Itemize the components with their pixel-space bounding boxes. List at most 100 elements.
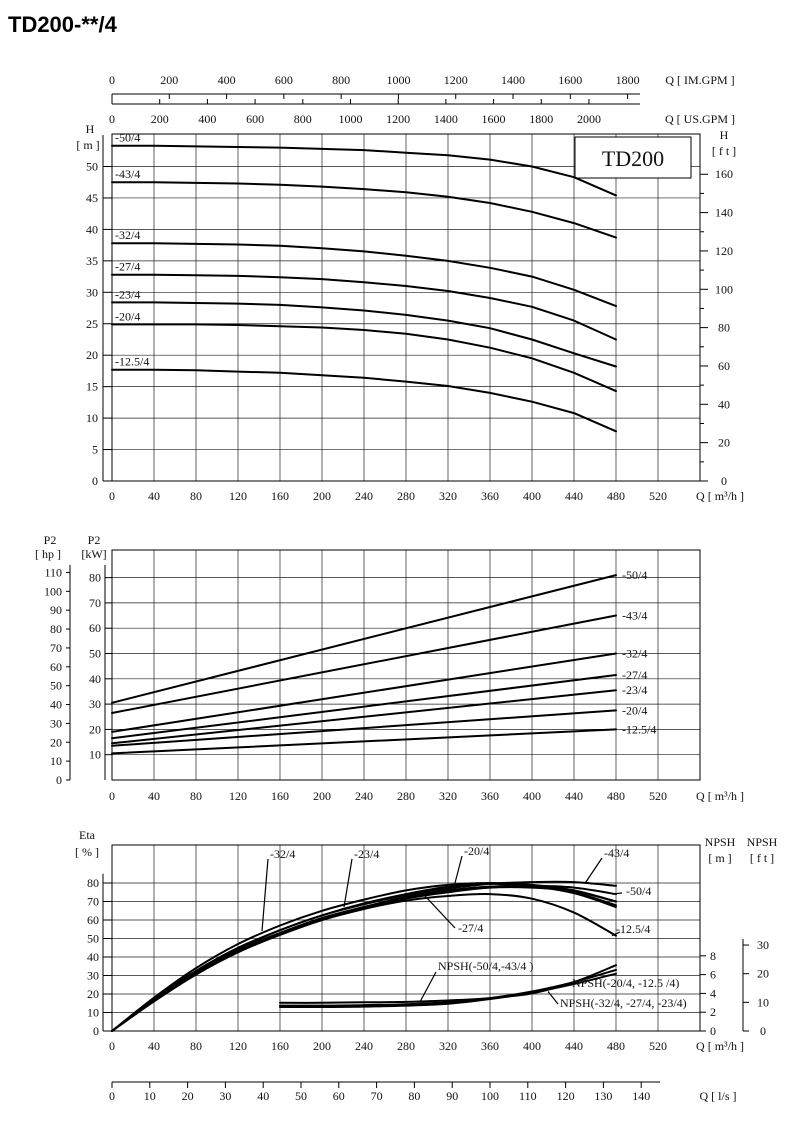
npsh-label-50-43: NPSH(-50/4,-43/4 ) bbox=[438, 959, 533, 973]
power-x-tick-label: 80 bbox=[190, 789, 202, 803]
ls-tick-label: 10 bbox=[144, 1089, 156, 1103]
power-hp-tick-label: 50 bbox=[50, 679, 62, 693]
head-curve-label: -43/4 bbox=[115, 167, 140, 181]
npsh-ft-unit: [ f t ] bbox=[750, 851, 774, 865]
head-ft-tick-label: 140 bbox=[715, 206, 733, 220]
eta-x-tick-label: 400 bbox=[523, 1039, 541, 1053]
us-gpm-tick-label: 1800 bbox=[529, 112, 553, 126]
power-hp-tick-label: 0 bbox=[56, 773, 62, 787]
eta-x-tick-label: 480 bbox=[607, 1039, 625, 1053]
head-curve-label: -20/4 bbox=[115, 309, 140, 323]
head-xlabel: Q [ m³/h ] bbox=[696, 489, 744, 503]
head-x-tick-label: 240 bbox=[355, 489, 373, 503]
eta-x-tick-label: 360 bbox=[481, 1039, 499, 1053]
head-x-tick-label: 200 bbox=[313, 489, 331, 503]
eta-label-leader bbox=[343, 858, 353, 908]
head-curve--12-5-4 bbox=[111, 368, 617, 433]
im-gpm-tick-label: 200 bbox=[160, 73, 178, 87]
eta-label-leader bbox=[611, 892, 623, 895]
eta-y-tick-label: 50 bbox=[87, 932, 99, 946]
power-x-tick-label: 320 bbox=[439, 789, 457, 803]
ls-tick-label: 120 bbox=[557, 1089, 575, 1103]
power-x-tick-label: 280 bbox=[397, 789, 415, 803]
ls-tick-label: 70 bbox=[371, 1089, 383, 1103]
eta-x-tick-label: 80 bbox=[190, 1039, 202, 1053]
head-x-tick-label: 480 bbox=[607, 489, 625, 503]
head-y-tick-label: 40 bbox=[86, 222, 98, 236]
head-x-tick-label: 400 bbox=[523, 489, 541, 503]
head-y-tick-label: 15 bbox=[86, 380, 98, 394]
power-kw-tick-label: 80 bbox=[89, 571, 101, 585]
eta-x-tick-label: 520 bbox=[649, 1039, 667, 1053]
head-y-tick-label: 5 bbox=[92, 443, 98, 457]
eta-x-tick-label: 160 bbox=[271, 1039, 289, 1053]
power-curve-label: -32/4 bbox=[622, 647, 647, 661]
npsh-ft-tick-label: 20 bbox=[757, 967, 769, 981]
im-gpm-label: Q [ IM.GPM ] bbox=[665, 73, 734, 87]
us-gpm-tick-label: 200 bbox=[151, 112, 169, 126]
eta-x-tick-label: 280 bbox=[397, 1039, 415, 1053]
head-curve--27-4 bbox=[111, 273, 617, 341]
power-x-tick-label: 400 bbox=[523, 789, 541, 803]
ls-tick-label: 30 bbox=[219, 1089, 231, 1103]
npsh-leader bbox=[547, 991, 559, 1005]
power-ylabel-left-unit: [ hp ] bbox=[35, 547, 61, 561]
eta-xlabel: Q [ m³/h ] bbox=[696, 1039, 744, 1053]
head-x-tick-label: 160 bbox=[271, 489, 289, 503]
head-x-tick-label: 360 bbox=[481, 489, 499, 503]
head-y-tick-label: 0 bbox=[92, 474, 98, 488]
us-gpm-tick-label: 400 bbox=[198, 112, 216, 126]
npsh-curve bbox=[279, 968, 617, 1007]
im-gpm-tick-label: 1400 bbox=[501, 73, 525, 87]
im-gpm-tick-label: 1000 bbox=[386, 73, 410, 87]
eta-y-tick-label: 80 bbox=[87, 876, 99, 890]
npsh-m-tick-label: 0 bbox=[710, 1024, 716, 1038]
power-curve--20-4 bbox=[111, 709, 617, 747]
head-curve-label: -23/4 bbox=[115, 287, 140, 301]
power-hp-tick-label: 110 bbox=[44, 565, 62, 579]
npsh-leader bbox=[547, 984, 571, 989]
ls-tick-label: 50 bbox=[295, 1089, 307, 1103]
im-gpm-tick-label: 1800 bbox=[616, 73, 640, 87]
eta-label-leader bbox=[261, 858, 269, 932]
head-x-tick-label: 0 bbox=[109, 489, 115, 503]
eta-label-leader bbox=[424, 895, 456, 929]
eta-x-tick-label: 200 bbox=[313, 1039, 331, 1053]
head-ft-tick-label: 20 bbox=[718, 436, 730, 450]
power-hp-tick-label: 70 bbox=[50, 641, 62, 655]
head-ft-tick-label: 0 bbox=[721, 474, 727, 488]
eta-y-tick-label: 40 bbox=[87, 950, 99, 964]
us-gpm-tick-label: 1600 bbox=[482, 112, 506, 126]
eta-curve-label: -23/4 bbox=[354, 847, 379, 861]
us-gpm-label: Q [ US.GPM ] bbox=[665, 112, 735, 126]
eta-y-tick-label: 60 bbox=[87, 913, 99, 927]
eta-y-tick-label: 20 bbox=[87, 987, 99, 1001]
us-gpm-tick-label: 2000 bbox=[577, 112, 601, 126]
head-x-tick-label: 80 bbox=[190, 489, 202, 503]
power-hp-tick-label: 60 bbox=[50, 660, 62, 674]
npsh-m-tick-label: 4 bbox=[710, 986, 716, 1000]
power-curve--12-5-4 bbox=[111, 728, 617, 755]
head-y-tick-label: 30 bbox=[86, 285, 98, 299]
im-gpm-tick-label: 0 bbox=[109, 73, 115, 87]
head-curve--43-4 bbox=[111, 181, 617, 239]
ls-tick-label: 80 bbox=[408, 1089, 420, 1103]
power-curve--32-4 bbox=[111, 652, 617, 733]
npsh-m-unit: [ m ] bbox=[708, 851, 731, 865]
head-ft-tick-label: 40 bbox=[718, 397, 730, 411]
power-curve--23-4 bbox=[111, 689, 617, 745]
power-kw-tick-label: 10 bbox=[89, 748, 101, 762]
eta-y-tick-label: 10 bbox=[87, 1006, 99, 1020]
power-hp-tick-label: 20 bbox=[50, 735, 62, 749]
power-x-tick-label: 440 bbox=[565, 789, 583, 803]
eta-curve-label: -32/4 bbox=[270, 847, 295, 861]
power-hp-tick-label: 10 bbox=[50, 754, 62, 768]
npsh-m-tick-label: 8 bbox=[710, 949, 716, 963]
npsh-label-32-27-23: NPSH(-32/4, -27/4, -23/4) bbox=[560, 996, 687, 1010]
eta-x-tick-label: 440 bbox=[565, 1039, 583, 1053]
head-ft-tick-label: 100 bbox=[715, 282, 733, 296]
power-ylabel-right-unit: [kW] bbox=[81, 547, 106, 561]
eta-curve--20-4 bbox=[111, 882, 617, 1032]
us-gpm-tick-label: 800 bbox=[294, 112, 312, 126]
